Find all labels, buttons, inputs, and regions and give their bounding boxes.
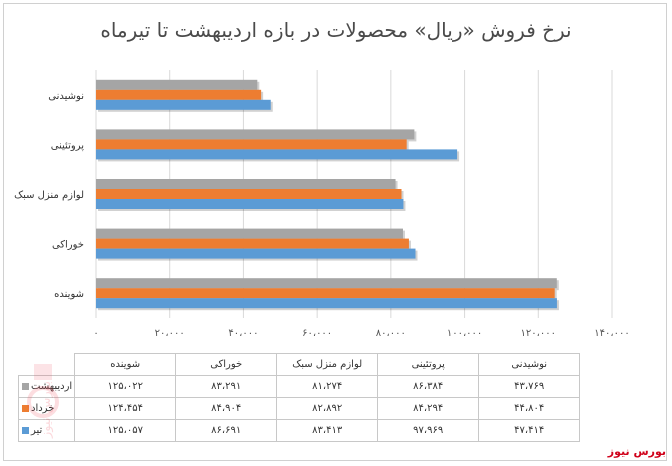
legend-key-cell: تیر (17, 419, 76, 442)
x-tick-label: ۱۴۰،۰۰۰ (594, 328, 629, 339)
table-value-cell: ۱۲۵،۰۲۲ (74, 375, 177, 398)
bar (96, 149, 458, 160)
table-corner-cell (19, 354, 75, 376)
bar (96, 79, 258, 90)
legend-series-name: اردیبهشت (31, 381, 73, 392)
bar (96, 99, 271, 110)
legend-key-cell: خرداد (17, 397, 76, 420)
table-value-cell: ۸۶،۳۸۴ (377, 375, 480, 398)
site-logo: بورس نیوز (607, 445, 666, 458)
bar (96, 139, 407, 150)
table-row: خرداد ۱۲۴،۴۵۴ ۸۴،۹۰۴ ۸۲،۸۹۲ ۸۴،۲۹۴ ۴۴،۸۰۴ (17, 397, 581, 420)
x-tick-label: ۱۲۰،۰۰۰ (521, 328, 556, 339)
table-value-cell: ۸۶،۶۹۱ (175, 419, 278, 442)
bar (96, 288, 555, 299)
table-header-cell: شوینده (74, 353, 177, 376)
x-tick-label: ۸۰،۰۰۰ (376, 328, 406, 339)
bar (96, 179, 396, 189)
table-value-cell: ۸۳،۴۱۳ (276, 419, 379, 442)
table-row: تیر ۱۲۵،۰۵۷ ۸۶،۶۹۱ ۸۳،۴۱۳ ۹۷،۹۶۹ ۴۷،۴۱۴ (17, 419, 581, 442)
x-tick-label: ۱۰۰،۰۰۰ (447, 328, 482, 339)
table-header-cell: پروتئینی (377, 353, 480, 376)
legend-series-name: تیر (31, 425, 43, 436)
table-header-cell: خوراکی (175, 353, 278, 376)
legend-swatch (22, 404, 29, 412)
bar (96, 228, 403, 239)
table-value-cell: ۸۱،۲۷۴ (276, 375, 379, 398)
chart-title: نرخ فروش «ریال» محصولات در بازه اردیبهشت… (100, 18, 572, 42)
table-value-cell: ۴۳،۷۶۹ (478, 375, 581, 398)
table-value-cell: ۴۴،۸۰۴ (478, 397, 581, 420)
table-value-cell: ۸۴،۹۰۴ (175, 397, 278, 420)
legend-swatch (22, 426, 29, 434)
table-value-cell: ۸۳،۲۹۱ (175, 375, 278, 398)
legend-swatch (22, 382, 29, 390)
category-label: شوینده (54, 289, 84, 300)
table-row: اردیبهشت ۱۲۵،۰۲۲ ۸۳،۲۹۱ ۸۱،۲۷۴ ۸۶،۳۸۴ ۴۳،۷۶۹ (17, 375, 581, 398)
bar (96, 199, 404, 209)
bar (96, 89, 262, 100)
table-value-cell: ۱۲۵،۰۵۷ (74, 419, 177, 442)
x-tick-label: ۴۰،۰۰۰ (228, 328, 258, 339)
category-label: لوازم منزل سبک (14, 190, 84, 201)
table-header-cell: نوشیدنی (478, 353, 581, 376)
bar (96, 248, 416, 259)
table-header-row: شوینده خوراکی لوازم منزل سبک پروتئینی نوشیدن… (19, 353, 581, 376)
x-tick-label: ۰ (93, 328, 98, 339)
table-value-cell: ۱۲۴،۴۵۴ (74, 397, 177, 420)
bar (96, 298, 557, 309)
legend-series-name: خرداد (31, 403, 55, 414)
table-header-cell: لوازم منزل سبک (276, 353, 379, 376)
table-value-cell: ۸۴،۲۹۴ (377, 397, 480, 420)
x-tick-label: ۶۰،۰۰۰ (302, 328, 332, 339)
category-label: پروتئینی (51, 140, 85, 151)
legend-key-cell: اردیبهشت (17, 375, 76, 398)
category-label: نوشیدنی (48, 91, 84, 102)
table-value-cell: ۴۷،۴۱۴ (478, 419, 581, 442)
bar (96, 278, 557, 289)
bar (96, 129, 415, 140)
table-value-cell: ۸۲،۸۹۲ (276, 397, 379, 420)
bar (96, 189, 402, 199)
bar (96, 238, 409, 249)
table-value-cell: ۹۷،۹۶۹ (377, 419, 480, 442)
data-table: شوینده خوراکی لوازم منزل سبک پروتئینی نوشیدن… (17, 353, 581, 442)
x-tick-label: ۲۰،۰۰۰ (155, 328, 185, 339)
category-label: خوراکی (52, 240, 84, 251)
